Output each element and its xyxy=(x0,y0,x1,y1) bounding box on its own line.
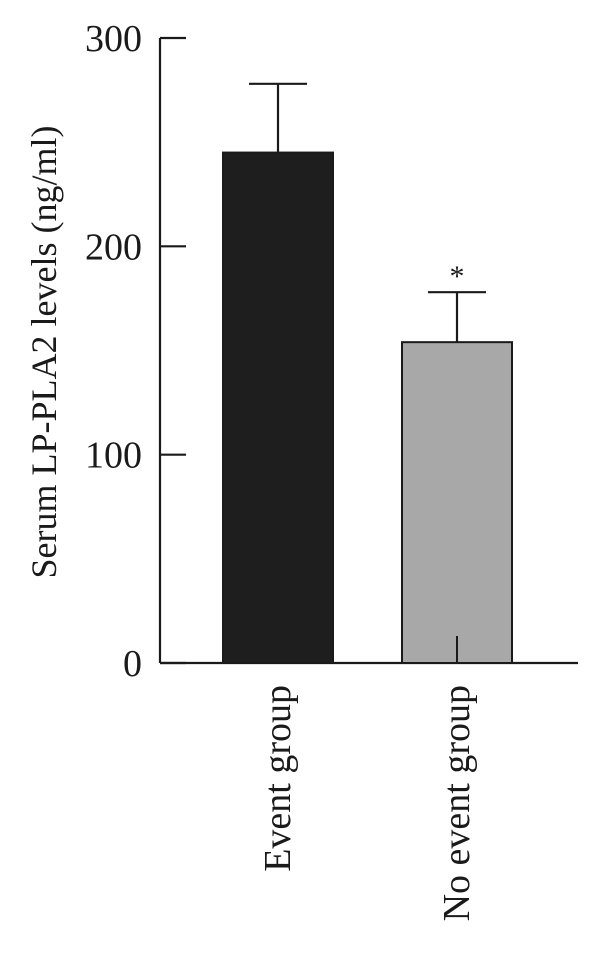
y-axis-title: Serum LP-PLA2 levels (ng/ml) xyxy=(24,126,64,579)
y-tick-label-200: 200 xyxy=(85,226,142,268)
bars-layer xyxy=(222,82,513,664)
category-label-1: No event group xyxy=(436,685,478,921)
y-tick-label-100: 100 xyxy=(85,435,142,477)
labels-layer: 0 100 200 300 Event group * No event group xyxy=(85,18,478,921)
significance-marker-1: * xyxy=(450,260,465,293)
bar-1 xyxy=(401,341,513,664)
category-label-0: Event group xyxy=(257,685,299,872)
y-tick-label-0: 0 xyxy=(123,643,142,685)
y-tick-label-300: 300 xyxy=(85,18,142,60)
bar-0 xyxy=(222,151,334,664)
